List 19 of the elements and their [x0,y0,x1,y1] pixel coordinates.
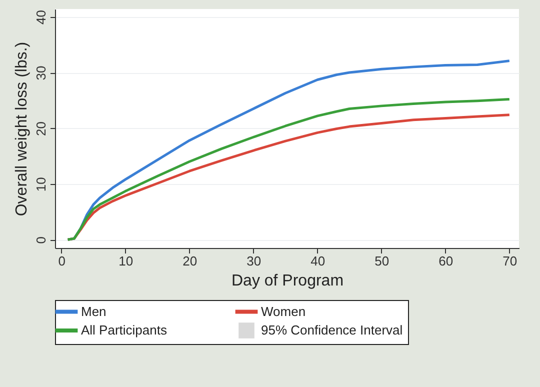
y-tick-label: 20 [34,121,48,136]
y-tick-label: 10 [34,177,48,192]
legend-label: Women [261,304,306,319]
x-tick-label: 10 [118,254,134,268]
x-tick-label: 0 [58,254,66,268]
legend-label: All Participants [81,322,168,338]
text: 95% Confidence Interval [261,322,403,338]
legend-label: Men [81,304,106,319]
y-tick-label: 30 [34,66,48,80]
y-axis-title: Overall weight loss (lbs.) [14,42,30,216]
x-tick-label: 20 [182,254,198,268]
x-tick-label: 40 [310,254,326,268]
x-tick-label: 50 [374,254,390,268]
x-tick-label: 30 [246,254,262,268]
x-tick-label: 60 [438,254,454,268]
x-tick-label: 70 [502,254,518,268]
y-tick-label: 0 [34,236,48,244]
y-tick-label: 40 [34,10,48,25]
x-axis-title: Day of Program [231,272,344,290]
